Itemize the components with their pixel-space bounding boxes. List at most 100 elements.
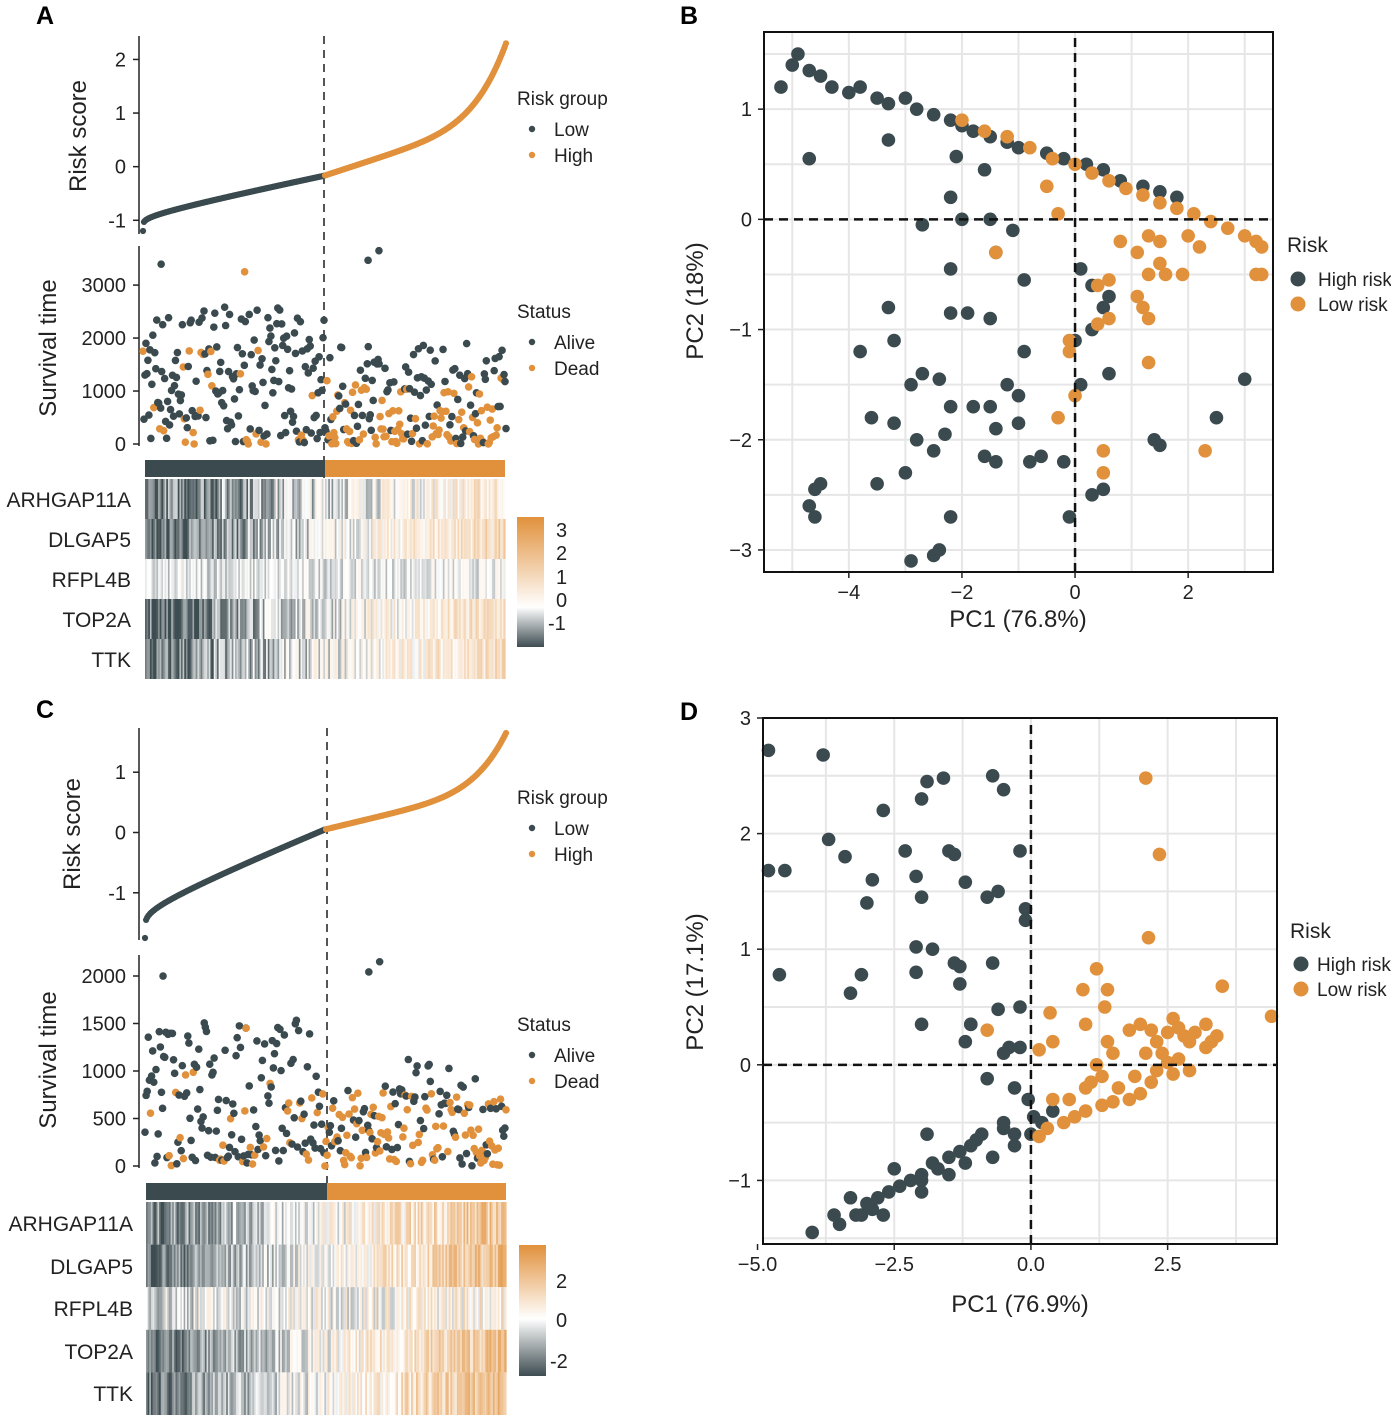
heatmap-cell bbox=[434, 1202, 437, 1245]
heatmap-cell bbox=[341, 599, 344, 639]
heatmap-cell bbox=[217, 599, 220, 639]
heatmap-cell bbox=[498, 599, 501, 639]
survival-point-alive bbox=[276, 1025, 284, 1034]
survival-point-dead bbox=[146, 1109, 155, 1117]
survival-point-alive bbox=[236, 1043, 245, 1052]
heatmap-cell bbox=[468, 1372, 471, 1415]
heatmap-cell bbox=[342, 1329, 345, 1373]
heatmap-cell bbox=[298, 1202, 301, 1245]
survival-point-dead bbox=[179, 1154, 188, 1163]
heatmap-cell bbox=[381, 1329, 384, 1373]
heatmap-cell bbox=[200, 599, 203, 639]
survival-point-alive bbox=[337, 343, 346, 352]
heatmap-cell bbox=[248, 479, 251, 519]
heatmap-cell bbox=[405, 479, 408, 519]
heatmap-cell bbox=[493, 559, 496, 599]
heatmap-cell bbox=[446, 479, 449, 519]
survival-point-alive bbox=[501, 377, 509, 386]
heatmap-cell bbox=[488, 1287, 491, 1330]
heatmap-cell bbox=[149, 1372, 152, 1415]
y-tick-label: 3000 bbox=[82, 275, 127, 297]
heatmap-cell bbox=[254, 1287, 257, 1330]
heatmap-cell bbox=[432, 1202, 435, 1245]
heatmap-cell bbox=[282, 559, 285, 599]
heatmap-cell bbox=[473, 1372, 476, 1415]
heatmap-cell bbox=[320, 479, 323, 519]
heatmap-cell bbox=[284, 519, 287, 559]
heatmap-cell bbox=[371, 1329, 375, 1373]
survival-point-alive bbox=[451, 364, 459, 373]
heatmap-cell bbox=[230, 519, 233, 559]
survival-point-alive bbox=[163, 397, 172, 406]
heatmap-cell bbox=[393, 1244, 396, 1288]
heatmap-cell bbox=[279, 599, 282, 639]
heatmap-cell bbox=[205, 639, 208, 679]
survival-point-dead bbox=[254, 346, 262, 355]
heatmap-cell bbox=[477, 519, 480, 559]
heatmap-cell bbox=[240, 1202, 244, 1245]
heatmap-cell bbox=[263, 1287, 267, 1330]
heatmap-cell bbox=[294, 1244, 298, 1288]
heatmap-cell bbox=[191, 1329, 195, 1373]
heatmap-cell bbox=[353, 1202, 357, 1245]
survival-point-alive bbox=[187, 316, 196, 324]
heatmap-cell bbox=[410, 599, 413, 639]
survival-point-dead bbox=[464, 383, 473, 391]
heatmap-cell bbox=[290, 639, 293, 679]
heatmap-cell bbox=[256, 639, 259, 679]
heatmap-cell bbox=[290, 519, 293, 559]
heatmap-cell bbox=[219, 1329, 222, 1373]
pca-point-high-risk bbox=[1011, 140, 1026, 155]
heatmap-cell bbox=[303, 1202, 306, 1245]
heatmap-cell bbox=[328, 519, 331, 559]
survival-point-dead bbox=[435, 426, 443, 434]
heatmap-cell bbox=[476, 1287, 479, 1330]
heatmap-cell bbox=[190, 639, 194, 679]
heatmap-cell bbox=[363, 1202, 366, 1245]
heatmap-cell bbox=[481, 1244, 484, 1288]
heatmap-cell bbox=[184, 639, 187, 679]
heatmap-cell bbox=[204, 1372, 208, 1415]
heatmap-cell bbox=[397, 479, 400, 519]
heatmap-cell bbox=[248, 599, 251, 639]
heatmap-cell bbox=[243, 639, 246, 679]
heatmap-cell bbox=[195, 559, 198, 599]
heatmap-cell bbox=[466, 1329, 469, 1373]
pca-point-high-risk bbox=[778, 863, 792, 878]
heatmap-cell bbox=[306, 1287, 309, 1330]
pca-point-high-risk bbox=[996, 1115, 1011, 1130]
heatmap-cell bbox=[397, 559, 400, 599]
heatmap-cell bbox=[170, 1329, 173, 1373]
survival-point-alive bbox=[219, 401, 228, 410]
heatmap-cell bbox=[346, 479, 349, 519]
survival-point-alive bbox=[205, 1060, 214, 1069]
pca-point-low-risk bbox=[1175, 267, 1190, 282]
heatmap-cell bbox=[386, 1244, 389, 1288]
survival-point-alive bbox=[158, 1104, 167, 1113]
heatmap-cell bbox=[334, 1372, 337, 1415]
heatmap-cell bbox=[312, 1372, 316, 1415]
heatmap-cell bbox=[443, 1202, 447, 1245]
heatmap-cell bbox=[472, 519, 475, 559]
heatmap-cell bbox=[478, 1287, 481, 1330]
heatmap-cell bbox=[191, 1202, 195, 1245]
pca-point-high-risk bbox=[860, 896, 874, 910]
heatmap-cell bbox=[168, 1329, 172, 1373]
heatmap-cell bbox=[192, 559, 195, 599]
survival-point-alive bbox=[266, 324, 274, 332]
heatmap-cell bbox=[337, 1244, 340, 1288]
heatmap-cell bbox=[146, 1202, 149, 1245]
heatmap-cell bbox=[195, 1202, 198, 1245]
heatmap-cell bbox=[234, 1329, 237, 1373]
heatmap-cell bbox=[203, 1202, 206, 1245]
heatmap-cell bbox=[177, 1372, 180, 1415]
y-tick-label: 0 bbox=[115, 822, 126, 844]
heatmap-cell bbox=[497, 1329, 501, 1373]
pca-point-high-risk bbox=[1056, 151, 1071, 166]
heatmap-cell bbox=[268, 1329, 271, 1373]
heatmap-cell bbox=[207, 639, 210, 679]
heatmap-cell bbox=[308, 1287, 311, 1330]
survival-point-dead bbox=[461, 1131, 470, 1139]
pca-point-high-risk bbox=[1096, 300, 1111, 315]
pca-point-low-risk bbox=[1023, 140, 1037, 155]
